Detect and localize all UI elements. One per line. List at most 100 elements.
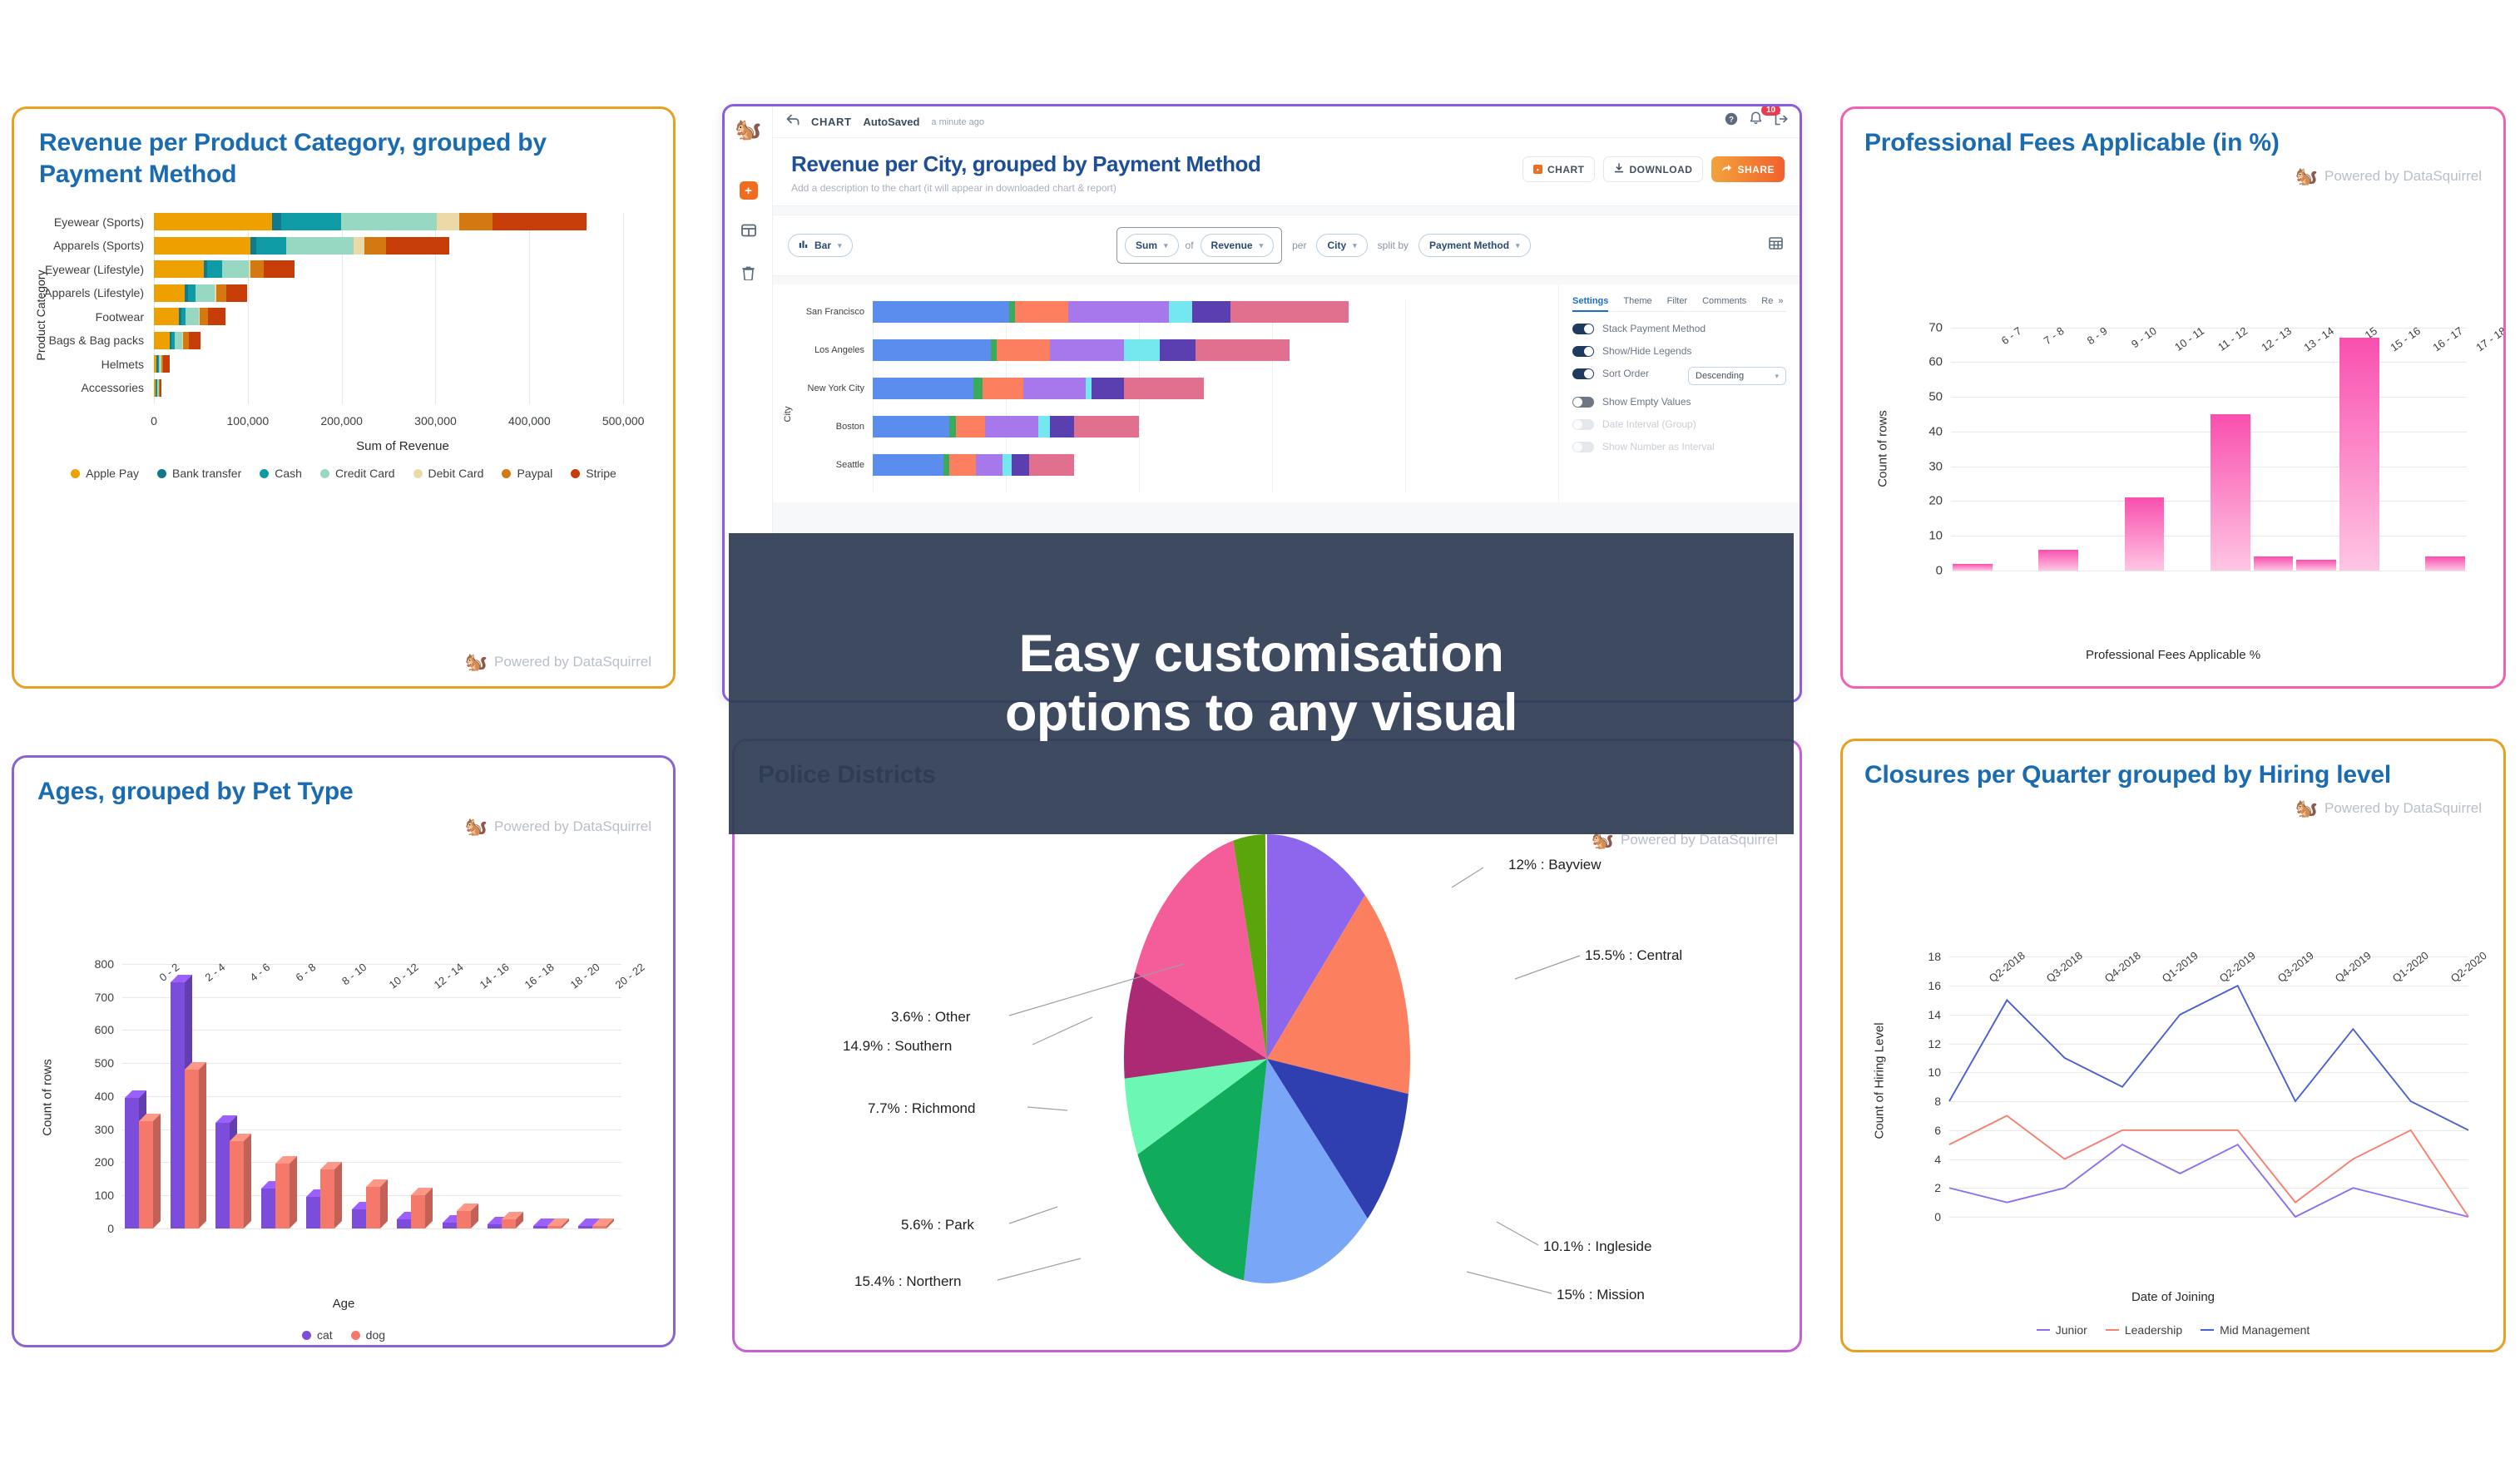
pie-slice[interactable] xyxy=(1135,840,1267,1059)
pie-slice[interactable] xyxy=(1267,834,1365,1059)
bar-segment xyxy=(873,378,973,399)
help-icon[interactable]: ? xyxy=(1725,112,1738,130)
toggle-show-hide-legends[interactable] xyxy=(1572,345,1594,357)
legend-label: Bank transfer xyxy=(171,467,242,480)
y-axis-tick: 30 xyxy=(1928,459,1943,474)
legend-label: dog xyxy=(365,1328,386,1342)
toggle-stack-payment-method[interactable] xyxy=(1572,323,1594,334)
aggregate-select[interactable]: Sum ▾ xyxy=(1124,234,1179,257)
table-icon[interactable] xyxy=(740,223,756,242)
y-axis-tick: 200 xyxy=(94,1155,114,1169)
toggle-row: Show Number as Interval xyxy=(1572,441,1786,452)
overlay-line-1: Easy customisation xyxy=(1018,625,1504,684)
y-axis-tick: Accessories xyxy=(81,381,144,394)
bar-segment xyxy=(385,236,450,255)
back-arrow-icon[interactable] xyxy=(786,114,800,130)
pie-slice[interactable] xyxy=(1233,834,1267,1059)
chart-type-select[interactable]: Bar ▾ xyxy=(788,234,853,257)
pie-leader-line xyxy=(1496,1221,1539,1246)
pie-slice[interactable] xyxy=(1267,1059,1409,1219)
card-title: Closures per Quarter grouped by Hiring l… xyxy=(1864,761,2392,788)
pie-leader-line xyxy=(1451,867,1484,888)
gridline xyxy=(623,213,625,404)
pie-slice[interactable] xyxy=(1124,1059,1267,1154)
bar-face xyxy=(320,1169,335,1228)
chart-description-placeholder[interactable]: Add a description to the chart (it will … xyxy=(791,182,1116,194)
download-icon xyxy=(1614,163,1624,175)
toggle-label: Sort Order xyxy=(1602,368,1650,379)
toggle-show-number-as-interval xyxy=(1572,441,1594,452)
squirrel-icon: 🐿️ xyxy=(2295,166,2319,186)
chart-button-label: CHART xyxy=(1547,163,1585,175)
legend-label: Apple Pay xyxy=(86,467,139,480)
pie-slice[interactable] xyxy=(1124,971,1267,1079)
line-series xyxy=(1948,1143,2469,1218)
dimension-select[interactable]: City ▾ xyxy=(1316,234,1368,257)
legend-label: Leadership xyxy=(2124,1323,2183,1337)
pie-chart-svg xyxy=(997,834,1581,1294)
bar xyxy=(442,1214,464,1228)
bar-segment xyxy=(493,213,587,230)
y-axis-tick: 12 xyxy=(1928,1036,1941,1050)
y-axis-title: Count of rows xyxy=(1875,410,1890,487)
bar-segment xyxy=(255,236,287,255)
download-button[interactable]: DOWNLOAD xyxy=(1603,156,1704,182)
legend-item: Bank transfer xyxy=(156,467,242,480)
toggle-show-empty-values[interactable] xyxy=(1572,396,1594,408)
bar-face xyxy=(397,1218,412,1228)
bar-face xyxy=(170,981,185,1228)
split-by-label: split by xyxy=(1377,240,1409,251)
bar-row: New York City xyxy=(808,378,1205,399)
gridline xyxy=(122,1063,621,1065)
legend-item: dog xyxy=(350,1328,386,1342)
share-button[interactable]: SHARE xyxy=(1711,156,1785,182)
measure-select[interactable]: Revenue ▾ xyxy=(1200,234,1275,257)
sort-order-select[interactable]: Descending ▾ xyxy=(1688,367,1786,385)
add-icon[interactable]: + xyxy=(739,181,758,200)
squirrel-logo-icon[interactable]: 🐿️ xyxy=(735,116,762,141)
legend-item: Credit Card xyxy=(319,467,395,480)
toggle-row: Stack Payment Method xyxy=(1572,323,1786,334)
trash-icon[interactable] xyxy=(741,265,755,284)
breadcrumb-chart[interactable]: CHART xyxy=(811,116,852,128)
bar-segment xyxy=(200,308,209,325)
bar-face xyxy=(442,1222,457,1228)
panel-tab-theme[interactable]: Theme xyxy=(1623,296,1652,306)
bell-icon[interactable]: 10 xyxy=(1750,106,1781,130)
bar-side xyxy=(334,1162,343,1228)
panel-tab-settings[interactable]: Settings xyxy=(1572,296,1609,312)
panel-tab-filter[interactable]: Filter xyxy=(1666,296,1688,306)
y-axis-tick: 100 xyxy=(94,1189,114,1203)
bar xyxy=(592,1218,615,1228)
y-axis-tick: 18 xyxy=(1928,950,1941,964)
panel-tab-comments[interactable]: Comments xyxy=(1702,296,1747,306)
table-view-icon[interactable] xyxy=(1769,236,1783,255)
pie-label-ingleside: 10.1% : Ingleside xyxy=(1543,1238,1652,1254)
chart-title[interactable]: Revenue per City, grouped by Payment Met… xyxy=(791,151,1261,176)
chart-controls-bar: Bar ▾ Sum ▾ of Revenue ▾ per xyxy=(773,215,1800,276)
split-dimension-select[interactable]: Payment Method ▾ xyxy=(1418,234,1531,257)
pie-slice[interactable] xyxy=(1267,895,1410,1095)
gridline xyxy=(122,1030,621,1031)
pie-label-park: 5.6% : Park xyxy=(901,1217,974,1233)
y-axis-tick: 4 xyxy=(1934,1152,1941,1166)
panel-tab-re[interactable]: Re xyxy=(1761,296,1774,306)
y-axis-tick: Bags & Bag packs xyxy=(48,334,144,347)
powered-by-badge: 🐿️ Powered by DataSquirrel xyxy=(2295,167,2482,185)
y-axis-tick: Footwear xyxy=(95,309,144,324)
card-ages-by-pet-type: Ages, grouped by Pet Type 🐿️ Powered by … xyxy=(12,755,676,1347)
bar-segment xyxy=(272,213,282,230)
x-axis-tick: 10 - 11 xyxy=(2172,324,2207,353)
bar-segment xyxy=(250,260,264,278)
pie-slice[interactable] xyxy=(1137,1059,1267,1281)
chart-button[interactable]: ▪ CHART xyxy=(1522,156,1596,182)
toggle-sort-order[interactable] xyxy=(1572,368,1594,379)
bar xyxy=(547,1218,569,1228)
pie-slice[interactable] xyxy=(1244,1059,1368,1283)
legend-item: cat xyxy=(301,1328,333,1342)
legend-item: Mid Management xyxy=(2201,1323,2310,1337)
bar-face xyxy=(184,1070,199,1228)
chevron-right-icon[interactable]: » xyxy=(1778,296,1784,306)
legend-item: Junior xyxy=(2036,1323,2087,1337)
